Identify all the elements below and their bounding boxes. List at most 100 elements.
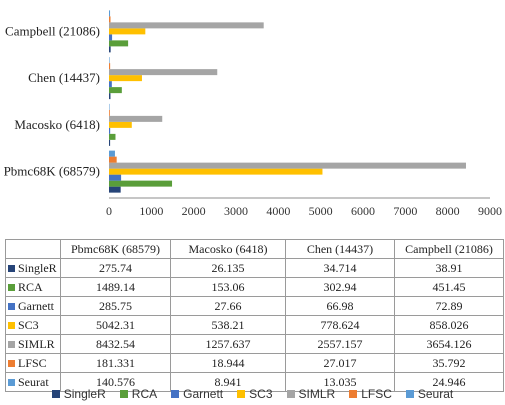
table-header-row: Pbmc68K (68579) Macosko (6418) Chen (14437…: [5, 239, 504, 259]
table-row-lfsc: LFSC 181.331 18.944 27.017 35.792: [5, 353, 504, 373]
bar-sc3-campbell-21086: [109, 28, 146, 35]
legend-item-simlr: SIMLR: [286, 387, 336, 401]
bar-rca-pbmc68k-68579: [109, 180, 173, 187]
legend-item-rca: RCA: [119, 387, 158, 401]
table-cell-sc3-chen-14437: 778.624: [285, 315, 395, 335]
series-swatch-lfsc: [8, 359, 15, 367]
bar-lfsc-campbell-21086: [109, 16, 111, 23]
legend-swatch-garnett: [171, 390, 180, 398]
x-tick-label-2000: 2000: [182, 204, 206, 218]
series-swatch-singler: [8, 264, 15, 272]
table-cell-sc3-macosko-6418: 538.21: [170, 315, 286, 335]
bar-simlr-campbell-21086: [109, 22, 264, 29]
x-tick-label-8000: 8000: [436, 204, 460, 218]
legend-label-lfsc: LFSC: [361, 387, 392, 401]
series-swatch-garnett: [8, 302, 15, 310]
bar-rca-chen-14437: [109, 87, 122, 94]
bar-rca-campbell-21086: [109, 40, 129, 47]
legend-item-lfsc: LFSC: [349, 387, 392, 401]
category-label-pbmc68k-68579: Pbmc68K (68579): [4, 164, 100, 179]
table-cell-simlr-pbmc68k-68579: 8432.54: [60, 334, 171, 354]
bar-sc3-macosko-6418: [109, 121, 132, 128]
table-row-seurat: Seurat 140.576 8.941 13.035 24.946: [5, 372, 504, 392]
series-name: RCA: [18, 279, 43, 294]
bar-lfsc-chen-14437: [109, 63, 111, 70]
table-cell-singler-chen-14437: 34.714: [285, 258, 395, 278]
series-swatch-sc3: [8, 321, 15, 329]
table-row-header-sc3: SC3: [5, 315, 61, 335]
table-cell-garnett-pbmc68k-68579: 285.75: [60, 296, 171, 316]
table-row-header-simlr: SIMLR: [5, 334, 61, 354]
bar-garnett-pbmc68k-68579: [109, 174, 122, 181]
x-tick-label-1000: 1000: [139, 204, 163, 218]
series-name: SIMLR: [18, 336, 55, 351]
table-cell-simlr-macosko-6418: 1257.637: [170, 334, 286, 354]
series-name: Garnett: [18, 298, 54, 313]
table-row-header-seurat: Seurat: [5, 372, 61, 392]
bar-sc3-chen-14437: [109, 75, 142, 82]
bar-garnett-macosko-6418: [109, 127, 111, 134]
category-label-macosko-6418: Macosko (6418): [14, 117, 100, 132]
table-cell-rca-pbmc68k-68579: 1489.14: [60, 277, 171, 297]
x-tick-label-4000: 4000: [266, 204, 290, 218]
table-cell-singler-pbmc68k-68579: 275.74: [60, 258, 171, 278]
bar-garnett-chen-14437: [109, 81, 112, 88]
legend-item-seurat: Seurat: [405, 387, 454, 401]
legend-label-seurat: Seurat: [417, 387, 454, 401]
series-swatch-rca: [8, 283, 15, 291]
legend-label-simlr: SIMLR: [298, 387, 336, 401]
table-row-header-singler: SingleR: [5, 258, 61, 278]
table-row-header-garnett: Garnett: [5, 296, 61, 316]
category-label-chen-14437: Chen (14437): [28, 70, 100, 85]
x-tick-label-0: 0: [106, 204, 112, 218]
table-cell-rca-chen-14437: 302.94: [285, 277, 395, 297]
table-cell-lfsc-campbell-21086: 35.792: [394, 353, 504, 373]
bar-seurat-macosko-6418: [109, 103, 110, 110]
table-cell-garnett-campbell-21086: 72.89: [394, 296, 504, 316]
bar-simlr-macosko-6418: [109, 115, 163, 122]
legend-item-garnett: Garnett: [171, 387, 223, 401]
x-tick-label-9000: 9000: [478, 204, 502, 218]
table-row-simlr: SIMLR 8432.54 1257.637 2557.157 3654.126: [5, 334, 504, 354]
x-tick-label-7000: 7000: [393, 204, 417, 218]
series-name: SC3: [18, 317, 39, 332]
bar-garnett-campbell-21086: [109, 34, 113, 41]
bar-seurat-pbmc68k-68579: [109, 150, 115, 157]
table-cell-garnett-chen-14437: 66.98: [285, 296, 395, 316]
x-tick-label-6000: 6000: [351, 204, 375, 218]
category-label-campbell-21086: Campbell (21086): [5, 23, 100, 38]
bar-simlr-pbmc68k-68579: [109, 162, 466, 169]
table-row-rca: RCA 1489.14 153.06 302.94 451.45: [5, 277, 504, 297]
bar-seurat-campbell-21086: [109, 10, 111, 17]
bar-chart: Pbmc68K (68579) Macosko (6418) Chen (14437…: [4, 10, 502, 218]
table-col-header-chen-14437: Chen (14437): [285, 239, 395, 259]
legend-swatch-singler: [51, 390, 60, 398]
legend-item-sc3: SC3: [237, 387, 273, 401]
legend-label-sc3: SC3: [249, 387, 273, 401]
table-cell-lfsc-macosko-6418: 18.944: [170, 353, 286, 373]
table-cell-sc3-campbell-21086: 858.026: [394, 315, 504, 335]
legend-swatch-simlr: [286, 390, 295, 398]
legend-swatch-seurat: [405, 390, 414, 398]
bar-lfsc-macosko-6418: [109, 109, 110, 116]
table-cell-lfsc-pbmc68k-68579: 181.331: [60, 353, 171, 373]
series-swatch-seurat: [8, 378, 15, 386]
legend-label-rca: RCA: [131, 387, 158, 401]
bar-sc3-pbmc68k-68579: [109, 168, 323, 175]
table-col-header-campbell-21086: Campbell (21086): [394, 239, 504, 259]
legend-swatch-lfsc: [349, 390, 358, 398]
table-row-garnett: Garnett 285.75 27.66 66.98 72.89: [5, 296, 504, 316]
x-tick-label-3000: 3000: [224, 204, 248, 218]
series-name: LFSC: [18, 355, 47, 370]
table-col-header-macosko-6418: Macosko (6418): [170, 239, 286, 259]
series-name: SingleR: [18, 260, 57, 275]
legend-item-singler: SingleR: [51, 387, 106, 401]
legend-swatch-sc3: [237, 390, 246, 398]
bar-simlr-chen-14437: [109, 69, 218, 76]
bar-singler-pbmc68k-68579: [109, 186, 121, 193]
table-cell-garnett-macosko-6418: 27.66: [170, 296, 286, 316]
table-cell-simlr-chen-14437: 2557.157: [285, 334, 395, 354]
series-swatch-simlr: [8, 340, 15, 348]
legend-swatch-rca: [119, 390, 128, 398]
table-cell-lfsc-chen-14437: 27.017: [285, 353, 395, 373]
